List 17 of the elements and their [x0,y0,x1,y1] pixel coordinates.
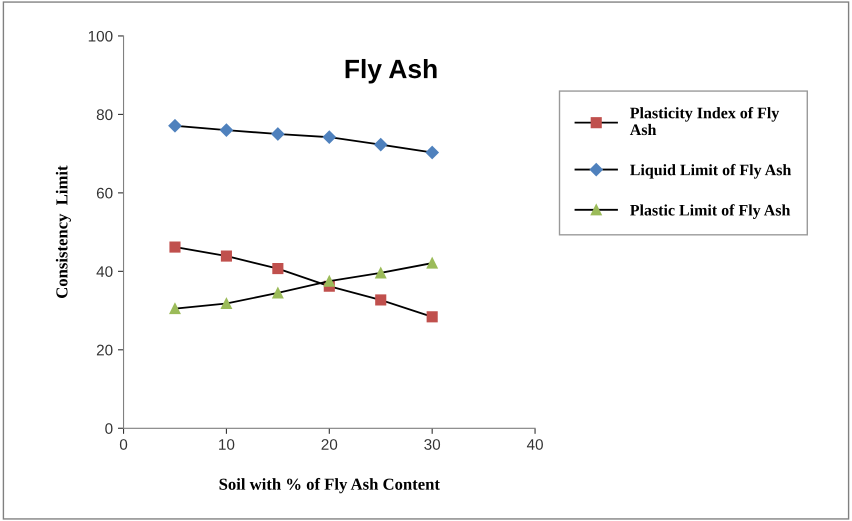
legend-label: Plastic Limit of Fly Ash [630,204,790,219]
text: Fly Ash [346,58,437,84]
y-tick-label: 80 [96,109,113,120]
x-tick-label: 30 [424,439,440,450]
y-tick-label: 40 [96,266,113,278]
x-tick-label: 40 [526,439,543,450]
legend-label: Plasticity Index of Fly Ash [630,106,780,136]
y-tick-label: 0 [105,423,113,434]
y-axis-title: Consistency Limit [56,166,71,298]
legend-label: Liquid Limit of Fly Ash [630,164,792,179]
x-axis-title: Soil with % of Fly Ash Content [220,478,440,494]
y-tick-label: 100 [88,30,113,42]
x-tick-label: 20 [322,439,338,450]
x-tick-label: 10 [219,439,234,450]
x-tick-label: 0 [120,439,128,450]
y-tick-label: 60 [96,188,113,199]
y-tick-label: 20 [96,344,113,356]
